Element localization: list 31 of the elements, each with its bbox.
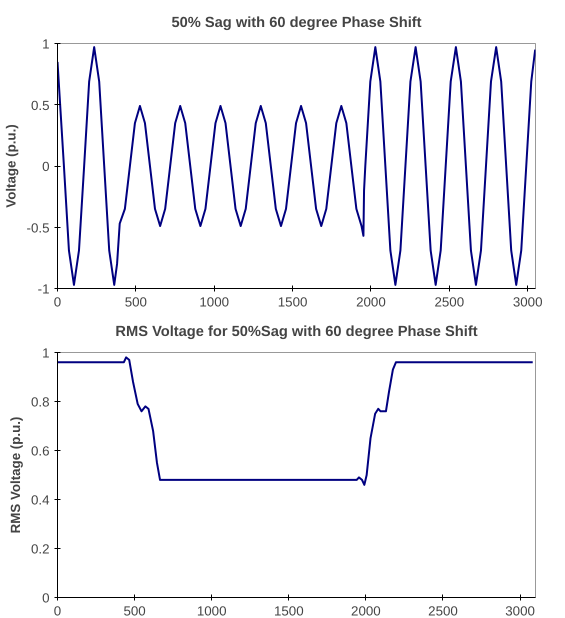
x-tick-label: 1000: [196, 604, 227, 618]
line-series: [58, 46, 536, 286]
x-tick-label: 1500: [274, 604, 304, 618]
x-tick-label: 0: [54, 604, 62, 618]
y-tick-label: -0.5: [26, 220, 50, 236]
x-tick-label: 2500: [428, 604, 458, 618]
y-tick-label: -1: [38, 282, 50, 296]
y-tick-label: 0.2: [30, 542, 50, 556]
chart-title: RMS Voltage for 50%Sag with 60 degree Phase Shift: [115, 324, 478, 340]
x-tick-label: 1500: [278, 294, 308, 310]
x-tick-label: 2000: [351, 604, 381, 618]
y-tick-label: 0.6: [30, 444, 50, 458]
x-tick-label: 3000: [512, 294, 542, 310]
x-tick-label: 2000: [356, 294, 386, 310]
x-tick-label: 500: [124, 294, 147, 310]
y-tick-label: 0.5: [30, 98, 50, 113]
x-tick-label: 1000: [199, 294, 230, 310]
x-tick-label: 0: [54, 294, 62, 310]
y-axis-title: Voltage (p.u.): [4, 124, 19, 208]
x-tick-label: 3000: [505, 604, 535, 618]
chart-title: 50% Sag with 60 degree Phase Shift: [171, 15, 422, 31]
y-tick-label: 0: [42, 159, 50, 174]
y-axis-title: RMS Voltage (p.u.): [8, 416, 23, 534]
y-tick-label: 1: [42, 36, 50, 52]
y-tick-label: 0.8: [30, 394, 50, 410]
x-tick-label: 2500: [434, 294, 464, 310]
y-tick-label: 0.4: [30, 492, 50, 508]
y-tick-label: 1: [42, 346, 50, 360]
x-tick-label: 500: [123, 604, 146, 618]
y-tick-label: 0: [42, 590, 50, 606]
line-series: [58, 356, 534, 486]
